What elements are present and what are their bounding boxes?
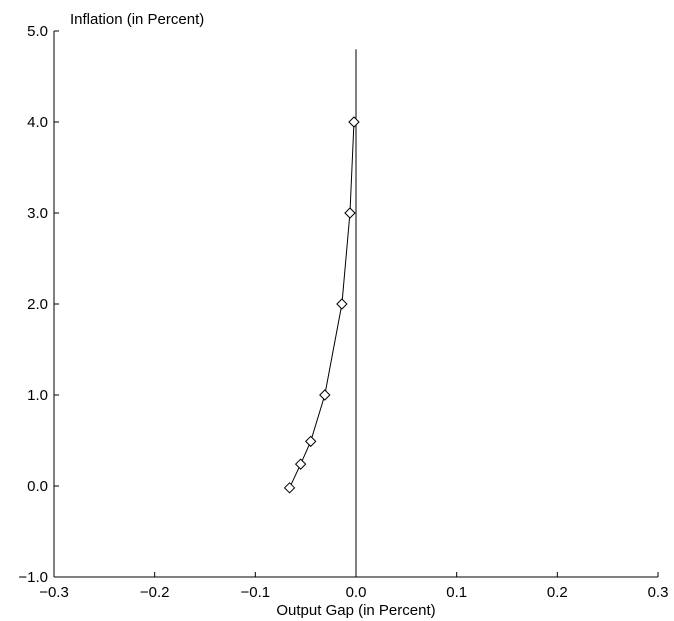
data-point [319,389,331,401]
x-ticks: −0.3 −0.2 −0.1 0.0 0.1 0.2 0.3 [39,572,668,601]
data-point [294,458,307,470]
y-tick-label: 1.0 [27,387,48,404]
x-axis-title: Output Gap (in Percent) [276,602,435,619]
y-tick-label: 0.0 [27,478,48,495]
x-tick-label: 0.0 [346,584,367,601]
x-tick-label: −0.2 [140,584,170,601]
x-tick-label: −0.3 [39,584,69,601]
data-point [336,298,348,310]
y-tick-label: 2.0 [27,296,48,313]
y-axis-title: Inflation (in Percent) [70,11,204,28]
data-point [283,482,296,494]
y-tick-label: 4.0 [27,114,48,131]
y-tick-label: −1.0 [18,569,48,586]
y-tick-label: 5.0 [27,23,48,40]
data-point [344,207,356,219]
data-point [348,116,360,128]
y-tick-label: 3.0 [27,205,48,222]
series-markers [283,116,360,494]
data-point [304,435,317,448]
x-tick-label: 0.2 [547,584,568,601]
y-ticks: −1.0 0.0 1.0 2.0 3.0 4.0 5.0 [18,23,59,586]
x-tick-label: −0.1 [241,584,271,601]
x-tick-label: 0.1 [446,584,467,601]
x-tick-label: 0.3 [648,584,669,601]
